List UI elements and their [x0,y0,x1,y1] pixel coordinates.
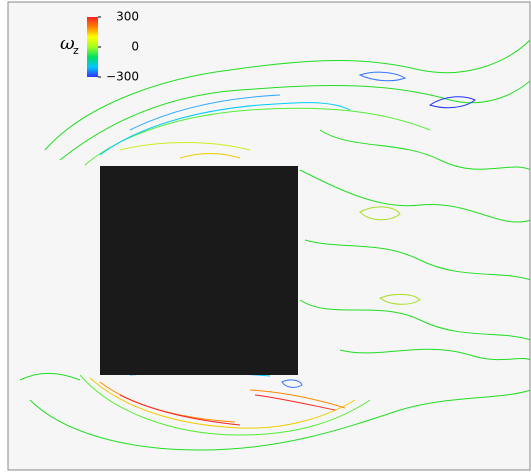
contour-line [89,377,356,429]
contour-line [359,206,401,221]
contour-line [129,94,281,131]
contour-line [281,379,303,388]
contour-line [358,71,407,82]
contour-line [249,389,346,409]
contour-line [339,348,530,361]
colorbar-label-subscript: z [73,44,79,57]
contour-line [428,96,476,109]
contour-line [119,142,251,151]
contour-line [299,299,530,341]
body [100,166,298,375]
contour-line [44,39,530,151]
contour-line [79,374,371,436]
contour-line [179,153,241,159]
contour-line [59,80,530,161]
colorbar-tick-label: −300 [106,70,139,84]
contour-line [19,372,81,381]
colorbar-label: ω [60,33,75,54]
colorbar [87,17,98,77]
contour-field [19,39,530,451]
contour-line [319,129,530,171]
colorbar-tick-label: 0 [131,40,139,54]
contour-line [29,389,530,451]
contour-line [299,169,530,223]
contour-line [119,394,241,426]
contour-line [254,394,336,411]
contour-line [99,102,351,156]
colorbar-tick-label: 300 [116,10,139,24]
contour-line [304,239,530,281]
contour-line [379,293,421,305]
